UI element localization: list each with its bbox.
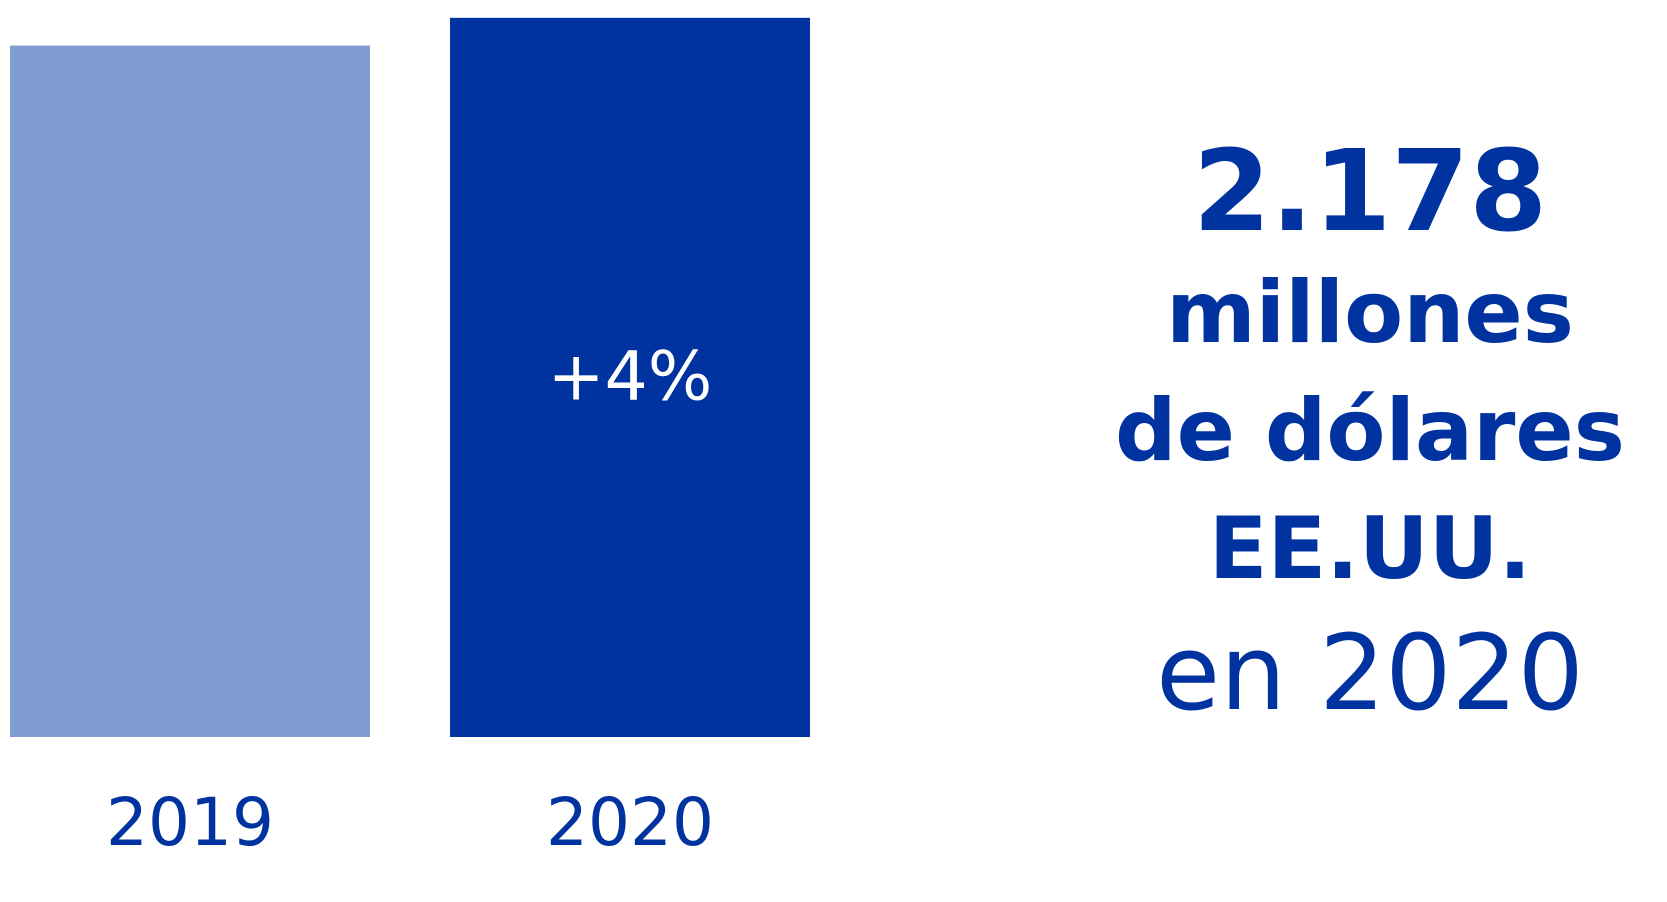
callout-year: 2020 xyxy=(1319,612,1584,734)
callout-value: 2.178 xyxy=(1192,127,1548,257)
callout-unit-line2: de dólares xyxy=(1115,381,1625,481)
x-tick-label-2019: 2019 xyxy=(106,784,274,861)
bar-2020 xyxy=(450,17,810,738)
growth-annotation: +4% xyxy=(548,337,713,416)
callout-year-prefix: en xyxy=(1156,612,1320,734)
bar-2019 xyxy=(10,45,370,738)
callout-unit-line1: millones xyxy=(1166,263,1574,363)
total-callout: 2.178 millones de dólares EE.UU. en 2020 xyxy=(1080,130,1660,738)
callout-unit-line3: EE.UU. xyxy=(1208,499,1532,599)
x-tick-label-2020: 2020 xyxy=(546,784,714,861)
callout-year-line: en 2020 xyxy=(1080,608,1660,738)
bar-chart: 2019 2020 +4% xyxy=(10,17,810,861)
